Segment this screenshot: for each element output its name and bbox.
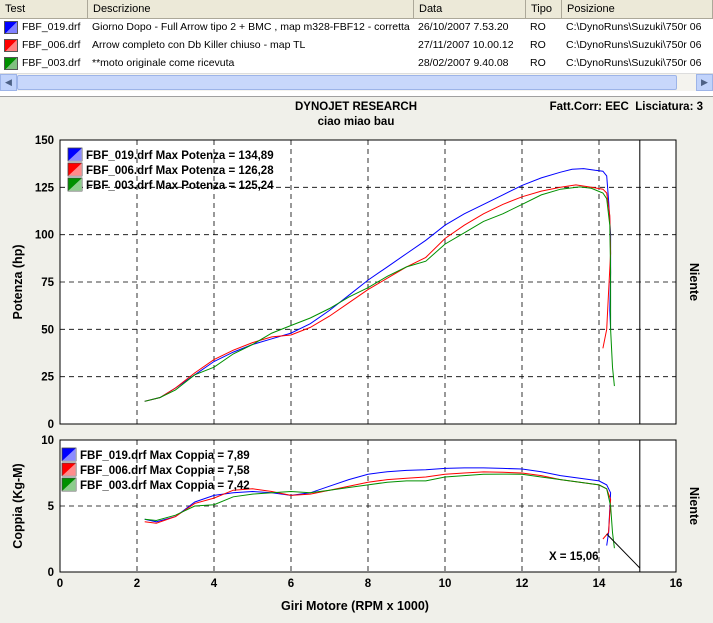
dyno-chart: DYNOJET RESEARCH ciao miao bau Fatt.Corr…	[0, 96, 713, 620]
cell-test: FBF_019.drf	[22, 21, 81, 33]
power-right-label: Niente	[687, 263, 701, 301]
cell-type: RO	[530, 57, 546, 69]
x-axis-label: Giri Motore (RPM x 1000)	[281, 599, 429, 613]
cell-date: 27/11/2007 10.00.12	[418, 39, 514, 51]
cell-description: Giorno Dopo - Full Arrow tipo 2 + BMC , …	[92, 21, 410, 33]
torque-legend-swatch-shade	[62, 463, 76, 476]
power-series-line-fbf_003	[144, 186, 615, 402]
cursor-pointer-line	[606, 533, 641, 569]
x-tick-label: 14	[593, 578, 606, 590]
power-legend-swatch-shade	[68, 163, 82, 176]
power-y-tick-label: 125	[35, 182, 55, 194]
scroll-thumb[interactable]	[17, 75, 677, 90]
power-legend-entry: FBF_019.drf Max Potenza = 134,89	[86, 150, 274, 162]
torque-y-tick-label: 10	[41, 435, 54, 447]
power-legend-entry: FBF_006.drf Max Potenza = 126,28	[86, 165, 274, 177]
column-header-date[interactable]: Data	[414, 0, 526, 19]
power-series-line-fbf_019	[144, 168, 612, 402]
x-tick-label: 4	[211, 578, 218, 590]
chart-subtitle: ciao miao bau	[318, 116, 395, 128]
column-header-position[interactable]: Posizione	[562, 0, 713, 19]
x-tick-label: 0	[57, 578, 63, 590]
torque-series-line-fbf_003	[144, 473, 615, 549]
cursor-readout: X = 15,06	[549, 551, 599, 563]
cell-position: C:\DynoRuns\Suzuki\750r 06	[566, 21, 702, 33]
x-tick-label: 8	[365, 578, 372, 590]
power-y-tick-label: 150	[35, 135, 54, 147]
series-color-swatch	[4, 57, 18, 70]
correction-info: Fatt.Corr: EEC Lisciatura: 3	[550, 101, 703, 113]
power-y-axis-label: Potenza (hp)	[11, 245, 25, 320]
cell-description: **moto originale come ricevuta	[92, 57, 235, 69]
torque-legend-entry: FBF_006.drf Max Coppia = 7,58	[80, 465, 250, 477]
power-legend-swatch-shade	[68, 178, 82, 191]
x-tick-label: 10	[439, 578, 452, 590]
series-color-swatch	[4, 39, 18, 52]
torque-series-line-fbf_019	[144, 467, 612, 546]
torque-y-tick-label: 5	[48, 501, 55, 513]
power-series-line-fbf_006	[144, 184, 612, 402]
runs-table: Test Descrizione Data Tipo Posizione FBF…	[0, 0, 713, 97]
cell-position: C:\DynoRuns\Suzuki\750r 06	[566, 57, 702, 69]
power-y-tick-label: 75	[41, 277, 54, 289]
scroll-left-button[interactable]: ◀	[0, 74, 17, 91]
power-legend-entry: FBF_003.drf Max Potenza = 125,24	[86, 180, 274, 192]
cell-type: RO	[530, 21, 546, 33]
column-header-description[interactable]: Descrizione	[88, 0, 414, 19]
column-header-test[interactable]: Test	[0, 0, 88, 19]
series-color-swatch	[4, 21, 18, 34]
power-y-tick-label: 25	[41, 372, 54, 384]
cell-date: 28/02/2007 9.40.08	[418, 57, 509, 69]
x-tick-label: 6	[288, 578, 294, 590]
cell-date: 26/10/2007 7.53.20	[418, 21, 509, 33]
cell-type: RO	[530, 39, 546, 51]
torque-legend-swatch-shade	[62, 448, 76, 461]
torque-legend-entry: FBF_003.drf Max Coppia = 7,42	[80, 480, 250, 492]
table-row[interactable]: FBF_006.drf Arrow completo con Db Killer…	[0, 37, 713, 54]
power-legend-swatch-shade	[68, 148, 82, 161]
power-y-tick-label: 50	[41, 324, 54, 336]
torque-right-label: Niente	[687, 487, 701, 525]
torque-legend-swatch-shade	[62, 478, 76, 491]
cell-description: Arrow completo con Db Killer chiuso - ma…	[92, 39, 306, 51]
x-tick-label: 16	[670, 578, 683, 590]
table-row[interactable]: FBF_003.drf **moto originale come ricevu…	[0, 55, 713, 72]
torque-legend-entry: FBF_019.drf Max Coppia = 7,89	[80, 450, 250, 462]
x-tick-label: 2	[134, 578, 140, 590]
cell-test: FBF_003.drf	[22, 57, 81, 69]
power-y-tick-label: 100	[35, 230, 54, 242]
torque-y-axis-label: Coppia (Kg-M)	[11, 463, 25, 548]
x-tick-label: 12	[516, 578, 529, 590]
torque-y-tick-label: 0	[48, 567, 54, 579]
power-y-tick-label: 0	[48, 419, 54, 431]
column-header-type[interactable]: Tipo	[526, 0, 562, 19]
cell-position: C:\DynoRuns\Suzuki\750r 06	[566, 39, 702, 51]
horizontal-scrollbar[interactable]: ◀ ▶	[0, 73, 713, 91]
dyno-chart-svg: DYNOJET RESEARCH ciao miao bau Fatt.Corr…	[11, 101, 703, 613]
cell-test: FBF_006.drf	[22, 39, 81, 51]
scroll-right-button[interactable]: ▶	[696, 74, 713, 91]
table-row[interactable]: FBF_019.drf Giorno Dopo - Full Arrow tip…	[0, 19, 713, 36]
chart-title: DYNOJET RESEARCH	[295, 101, 417, 113]
